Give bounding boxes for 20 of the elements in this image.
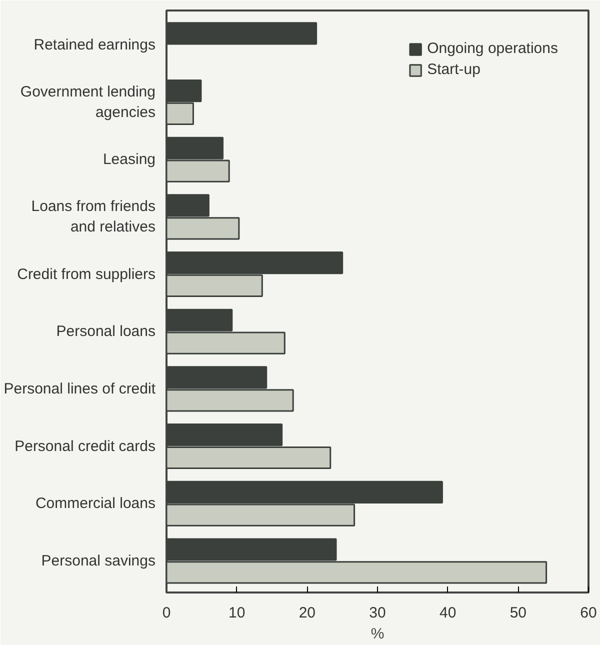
x-tick-label: 50 (510, 604, 527, 622)
x-tick-label: 30 (369, 604, 386, 622)
legend-label: Ongoing operations (427, 40, 558, 57)
x-tick-label: 20 (298, 604, 316, 622)
x-tick-label: 0 (162, 604, 171, 622)
x-tick-label: 40 (439, 604, 456, 622)
y-tick-label: Loans from friends and relatives (31, 198, 156, 236)
y-tick-label: Personal savings (41, 552, 156, 570)
y-tick-label: Personal credit cards (14, 438, 156, 455)
y-tick-label: Credit from suppliers (17, 266, 156, 283)
x-tick-label: 60 (580, 604, 597, 622)
legend-label: Start-up (427, 61, 480, 78)
y-tick-label: Government lending agencies (20, 84, 156, 121)
y-tick-label: Personal lines of credit (4, 380, 156, 398)
y-tick-label: Commercial loans (35, 495, 156, 512)
y-tick-label: Personal loans (56, 323, 156, 340)
x-tick-label: 10 (228, 604, 246, 622)
y-tick-label: Leasing (102, 151, 156, 168)
y-tick-label: Retained earnings (34, 36, 156, 54)
x-axis-title: % (370, 626, 384, 642)
